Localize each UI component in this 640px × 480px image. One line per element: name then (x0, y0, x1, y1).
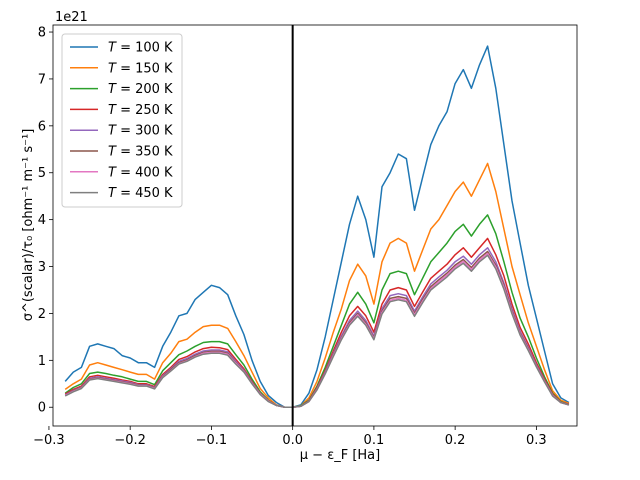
x-axis-label: μ − ε_F [Ha] (300, 448, 380, 463)
x-tick-label: 0.3 (526, 433, 547, 448)
series-line (64, 45, 570, 408)
x-tick-label: 0.0 (282, 433, 303, 448)
x-tick-label: −0.2 (114, 433, 146, 448)
x-tick-label: 0.2 (445, 433, 466, 448)
legend-entry: T = 350 K (108, 145, 173, 160)
y-tick-label: 8 (38, 26, 46, 41)
y-tick-label: 5 (38, 166, 46, 181)
y-tick-label: 0 (38, 401, 46, 416)
legend-box (61, 33, 183, 208)
y-tick-label: 2 (38, 307, 46, 322)
y-tick-label: 4 (38, 213, 46, 228)
legend-entry: T = 100 K (108, 41, 173, 56)
x-tick-label: −0.3 (33, 433, 65, 448)
legend-entry: T = 450 K (108, 186, 173, 201)
series-line (64, 254, 570, 408)
y-tick-label: 1 (38, 354, 46, 369)
x-tick-label: 0.1 (364, 433, 385, 448)
x-tick-label: −0.1 (196, 433, 228, 448)
y-tick-label: 3 (38, 260, 46, 275)
y-tick-label: 6 (38, 119, 46, 134)
series-lines (64, 45, 570, 408)
plot-frame (52, 24, 578, 427)
y-tick-label: 7 (38, 72, 46, 87)
series-line (64, 162, 570, 408)
x-axis-ticks: −0.3 −0.2 −0.1 0.0 0.1 0.2 0.3 (33, 426, 547, 448)
legend-entry: T = 300 K (108, 124, 173, 139)
legend: T = 100 K T = 150 K T = 200 K T = 250 K T = … (61, 33, 183, 208)
y-axis-ticks: 0 1 2 3 4 5 6 7 8 (38, 26, 53, 416)
legend-entry: T = 200 K (108, 82, 173, 97)
legend-entry: T = 250 K (108, 103, 173, 118)
y-scale-multiplier: 1e21 (55, 10, 88, 25)
legend-entry: T = 400 K (108, 165, 173, 180)
y-axis-label: σ^(scalar)/τ₀ [ohm⁻¹ m⁻¹ s⁻¹] (21, 129, 36, 322)
legend-entry: T = 150 K (108, 61, 173, 76)
